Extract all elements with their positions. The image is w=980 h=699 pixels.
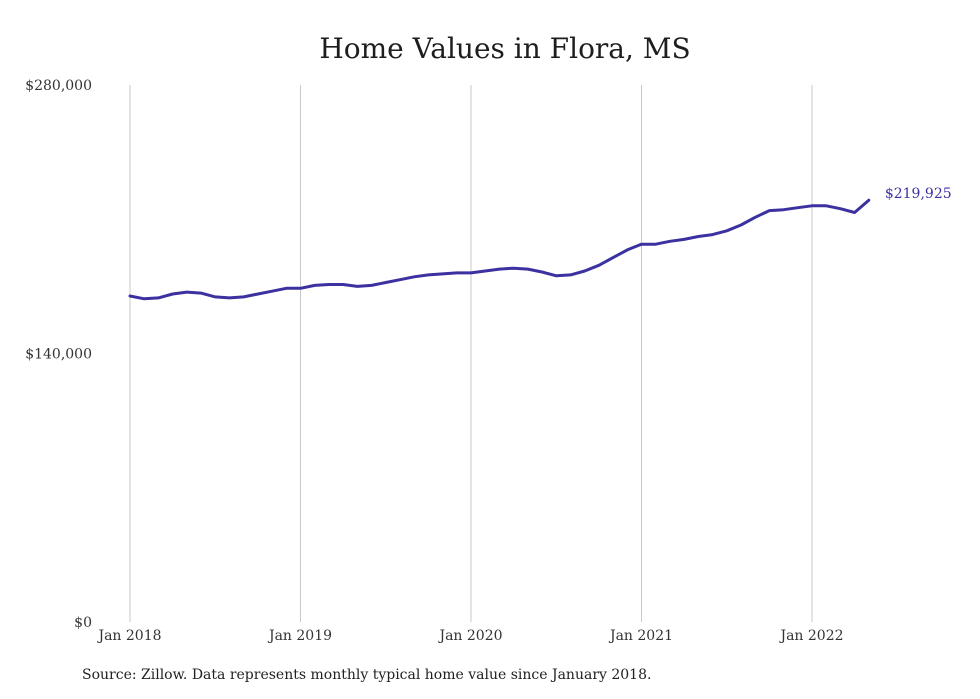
x-tick-label: Jan 2022 [778,628,843,644]
y-tick-label: $0 [74,615,92,631]
x-tick-label: Jan 2019 [267,628,332,644]
y-tick-label: $140,000 [25,347,92,363]
x-tick-label: Jan 2021 [608,628,673,644]
gridlines [129,85,813,622]
series-group [128,198,871,301]
x-tick-label: Jan 2020 [437,628,502,644]
y-axis-ticks: $0 $140,000 $280,000 [25,78,92,631]
y-tick-label: $280,000 [25,78,92,94]
chart-title: Home Values in Flora, MS [319,32,690,65]
series-line [128,198,871,301]
x-tick-label: Jan 2018 [96,628,161,644]
source-note: Source: Zillow. Data represents monthly … [82,667,652,683]
x-axis-ticks: Jan 2018 Jan 2019 Jan 2020 Jan 2021 Jan 2022 [96,628,843,644]
end-value-label: $219,925 [885,186,952,202]
